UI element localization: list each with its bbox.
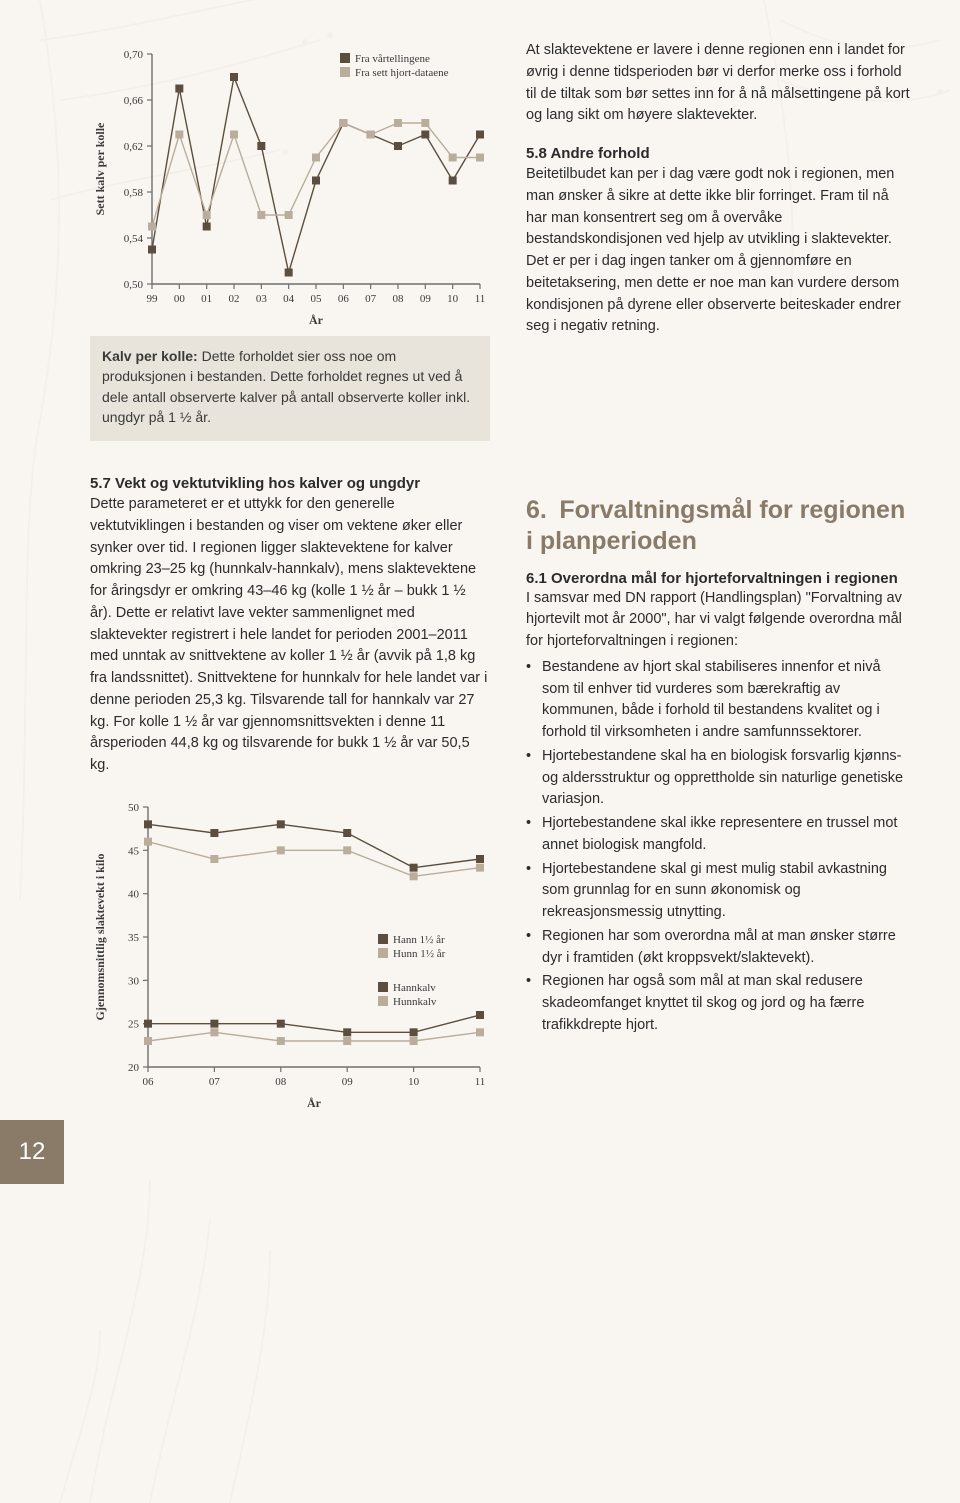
chart-slaktevekt: 20 25 30 35 40 45 50 06 07 08 09 10 11 År Gjennomsnitt… (90, 793, 490, 1113)
svg-text:02: 02 (229, 293, 240, 305)
svg-text:20: 20 (128, 1062, 140, 1074)
sec58-title: 5.8 Andre forhold (526, 145, 910, 162)
svg-text:08: 08 (275, 1076, 287, 1088)
svg-text:0,54: 0,54 (124, 233, 144, 245)
sec61-bullet: Bestandene av hjort skal stabiliseres in… (526, 657, 910, 744)
svg-text:0,70: 0,70 (124, 49, 144, 61)
svg-text:Sett kalv per kolle: Sett kalv per kolle (93, 122, 107, 215)
svg-text:06: 06 (338, 293, 350, 305)
svg-text:Hannkalv: Hannkalv (393, 982, 436, 994)
svg-text:08: 08 (393, 293, 405, 305)
svg-text:Gjennomsnittlig slaktevekt i k: Gjennomsnittlig slaktevekt i kilo (93, 853, 107, 1020)
svg-text:Fra sett hjort-dataene: Fra sett hjort-dataene (355, 67, 449, 79)
svg-text:30: 30 (128, 975, 140, 987)
svg-text:11: 11 (475, 1076, 486, 1088)
svg-text:05: 05 (311, 293, 323, 305)
svg-text:40: 40 (128, 889, 140, 901)
sec61-bullet: Hjortebestandene skal ikke representere … (526, 813, 910, 857)
svg-text:07: 07 (209, 1076, 221, 1088)
svg-text:45: 45 (128, 845, 140, 857)
svg-text:03: 03 (256, 293, 267, 305)
svg-text:Hunn 1½ år: Hunn 1½ år (393, 948, 446, 960)
sec61-bullet: Regionen har også som mål at man skal re… (526, 971, 910, 1036)
svg-text:Hann 1½ år: Hann 1½ år (393, 934, 445, 946)
svg-text:35: 35 (128, 932, 140, 944)
sec61-bullet: Hjortebestandene skal gi mest mulig stab… (526, 859, 910, 924)
svg-text:07: 07 (365, 293, 377, 305)
svg-text:00: 00 (174, 293, 186, 305)
sec57-title: 5.7 Vekt og vektutvikling hos kalver og … (90, 475, 490, 492)
svg-text:01: 01 (201, 293, 212, 305)
svg-text:99: 99 (147, 293, 159, 305)
chart1-caption: Kalv per kolle: Dette forholdet sier oss… (90, 336, 490, 441)
svg-text:Hunnkalv: Hunnkalv (393, 996, 437, 1008)
svg-text:0,62: 0,62 (124, 141, 143, 153)
sec57-text: Dette parameteret er et uttykk for den g… (90, 494, 490, 777)
sec61-bullet: Hjortebestandene skal ha en biologisk fo… (526, 746, 910, 811)
svg-text:0,66: 0,66 (124, 95, 144, 107)
svg-text:10: 10 (447, 293, 459, 305)
chart-kalv-per-kolle: 0,50 0,54 0,58 0,62 0,66 0,70 99 00 01 02 03 04 05 06… (90, 40, 490, 330)
svg-text:04: 04 (283, 293, 295, 305)
page-number-value: 12 (19, 1138, 46, 1166)
svg-text:06: 06 (143, 1076, 155, 1088)
svg-text:10: 10 (408, 1076, 420, 1088)
svg-text:09: 09 (420, 293, 432, 305)
svg-text:Fra vårtellingene: Fra vårtellingene (355, 53, 430, 65)
sec58-text: Beitetilbudet kan per i dag være godt no… (526, 164, 910, 338)
svg-text:År: År (307, 1096, 322, 1110)
sec61-title: 6.1 Overordna mål for hjorteforvaltninge… (526, 570, 910, 587)
sec61-intro: I samsvar med DN rapport (Handlingsplan)… (526, 588, 910, 653)
svg-text:0,58: 0,58 (124, 187, 144, 199)
page-number: 12 (0, 1120, 64, 1184)
page-content: 0,50 0,54 0,58 0,62 0,66 0,70 99 00 01 02 03 04 05 06… (90, 40, 910, 1113)
sec6-heading: 6. Forvaltningsmål for regionen i planpe… (526, 495, 910, 558)
svg-text:50: 50 (128, 802, 140, 814)
svg-text:År: År (309, 313, 324, 327)
sec61-bullet: Regionen har som overordna mål at man øn… (526, 926, 910, 970)
chart1-caption-lead: Kalv per kolle: (102, 348, 198, 364)
svg-text:25: 25 (128, 1019, 140, 1031)
sec61-bullets: Bestandene av hjort skal stabiliseres in… (526, 657, 910, 1037)
svg-text:11: 11 (475, 293, 486, 305)
svg-text:0,50: 0,50 (124, 279, 144, 291)
para-right-top: At slaktevektene er lavere i denne regio… (526, 40, 910, 127)
svg-text:09: 09 (342, 1076, 354, 1088)
